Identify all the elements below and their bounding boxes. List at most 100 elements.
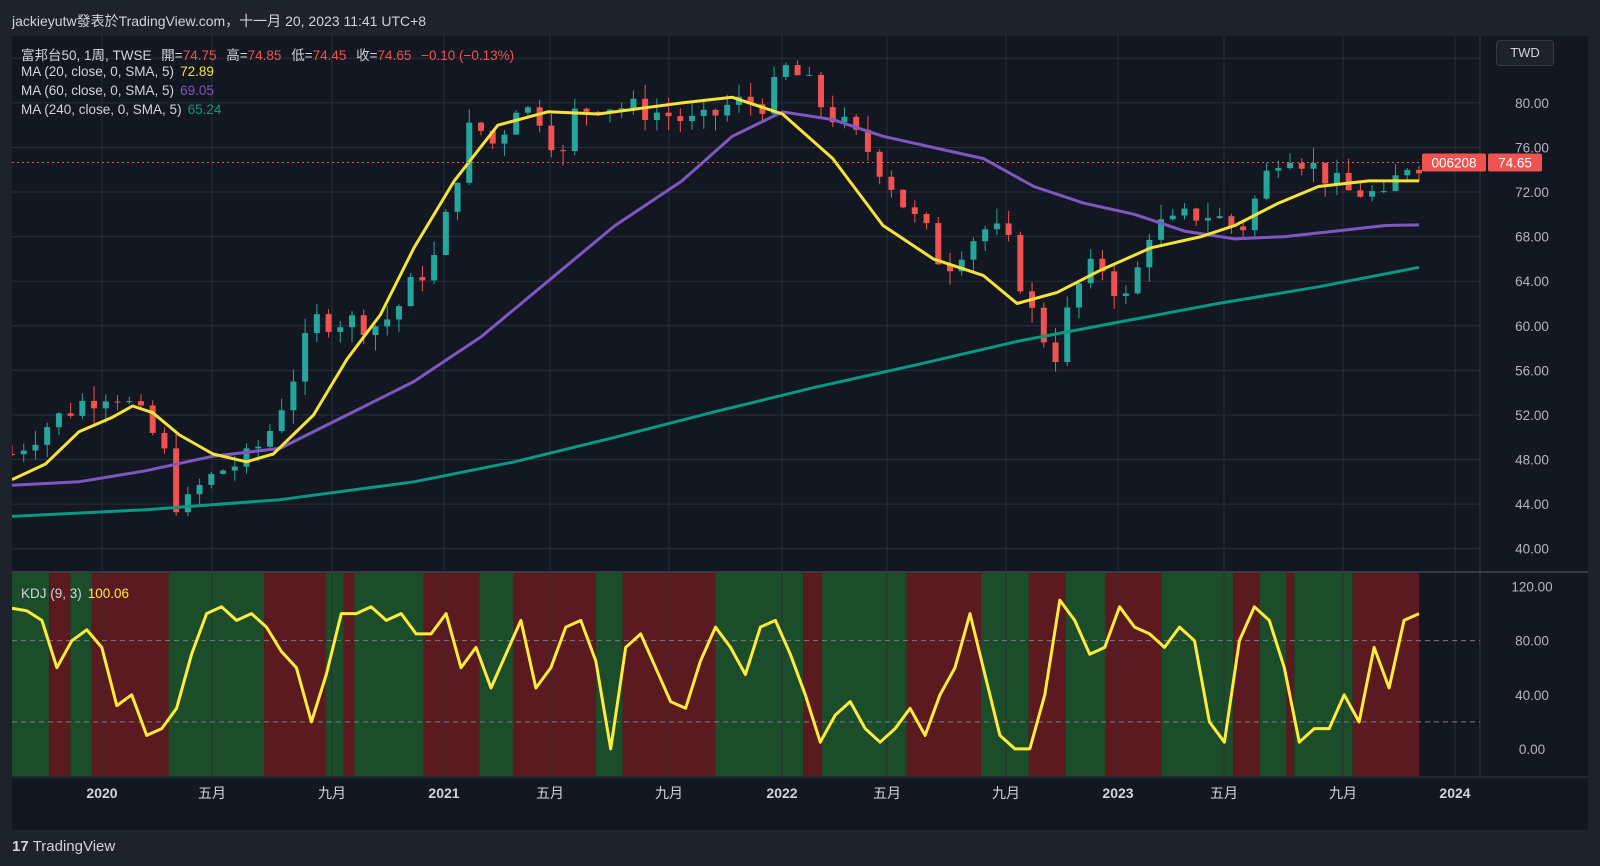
candle-body bbox=[1333, 172, 1340, 184]
candle-body bbox=[900, 189, 907, 208]
candle-body bbox=[55, 413, 62, 428]
kdj-axis-label: 120.00 bbox=[1511, 580, 1552, 595]
high-value: 74.85 bbox=[247, 48, 282, 63]
candle-body bbox=[993, 223, 1000, 230]
candle-body bbox=[700, 109, 707, 116]
kdj-zone bbox=[1233, 573, 1260, 776]
tradingview-logo-icon: 17 bbox=[12, 838, 29, 855]
candle-body bbox=[1111, 271, 1118, 297]
kdj-zone bbox=[821, 573, 907, 776]
candle-body bbox=[513, 112, 520, 135]
kdj-zone bbox=[49, 573, 71, 776]
candle-body bbox=[1310, 162, 1317, 169]
kdj-line bbox=[12, 598, 1420, 751]
candle-body bbox=[630, 98, 637, 109]
candle-body bbox=[747, 96, 754, 105]
candle-body bbox=[1287, 162, 1294, 169]
candle-body bbox=[1369, 191, 1376, 197]
candle-body bbox=[266, 431, 273, 447]
ma240-legend[interactable]: MA (240, close, 0, SMA, 5) 65.24 bbox=[21, 102, 227, 117]
ma240-line bbox=[12, 265, 1420, 518]
candle-body bbox=[1204, 218, 1211, 221]
candle-body bbox=[395, 306, 402, 320]
time-axis-label: 五月 bbox=[1210, 785, 1238, 801]
candle-body bbox=[794, 65, 801, 76]
candle-body bbox=[1263, 170, 1270, 199]
currency-button[interactable]: TWD bbox=[1496, 40, 1554, 66]
kdj-label: KDJ (9, 3) bbox=[21, 586, 82, 601]
candle-body bbox=[548, 125, 555, 151]
candle-body bbox=[1345, 172, 1352, 191]
candle-body bbox=[665, 112, 672, 117]
candle-body bbox=[32, 444, 39, 451]
candle-body bbox=[325, 314, 332, 332]
candle-body bbox=[1169, 215, 1176, 220]
open-value: 74.75 bbox=[182, 48, 217, 63]
price-axis-label: 64.00 bbox=[1515, 274, 1549, 289]
kdj-zone bbox=[1065, 573, 1106, 776]
candle-body bbox=[1134, 267, 1141, 294]
candle-body bbox=[712, 109, 719, 116]
price-axis-label: 68.00 bbox=[1515, 230, 1549, 245]
symbol-legend[interactable]: 富邦台50, 1周, TWSE 開=74.75 高=74.85 低=74.45 … bbox=[21, 44, 520, 64]
candle-body bbox=[501, 134, 508, 144]
ma20-legend[interactable]: MA (20, close, 0, SMA, 5) 72.89 bbox=[21, 64, 220, 79]
candle-body bbox=[689, 115, 696, 122]
candle-body bbox=[290, 381, 297, 411]
kdj-zone bbox=[980, 573, 1029, 776]
candle-body bbox=[255, 446, 262, 449]
candle-body bbox=[1380, 191, 1387, 193]
candle-body bbox=[12, 453, 15, 455]
chart-container[interactable]: 84.0080.0076.0072.0068.0064.0060.0056.00… bbox=[12, 36, 1588, 830]
price-axis-label: 80.00 bbox=[1515, 96, 1549, 111]
ma20-label: MA (20, close, 0, SMA, 5) bbox=[21, 64, 175, 79]
candle-body bbox=[536, 107, 543, 126]
chart-svg[interactable]: 84.0080.0076.0072.0068.0064.0060.0056.00… bbox=[12, 36, 1588, 830]
time-axis-label: 九月 bbox=[1329, 785, 1357, 801]
time-axis-label: 九月 bbox=[318, 785, 346, 801]
candle-body bbox=[947, 264, 953, 272]
kdj-zone bbox=[1105, 573, 1162, 776]
candle-body bbox=[278, 410, 285, 432]
candle-body bbox=[1357, 190, 1364, 197]
candle-body bbox=[149, 405, 156, 433]
kdj-zone bbox=[1161, 573, 1234, 776]
candle-body bbox=[231, 466, 238, 471]
time-axis-label: 2023 bbox=[1102, 785, 1133, 801]
candle-body bbox=[126, 401, 133, 403]
candle-body bbox=[677, 116, 684, 122]
price-axis-label: 52.00 bbox=[1515, 408, 1549, 423]
candle-body bbox=[970, 241, 977, 260]
price-axis-label: 40.00 bbox=[1515, 542, 1549, 557]
candle-body bbox=[1298, 162, 1305, 169]
candle-body bbox=[1228, 216, 1235, 227]
candle-body bbox=[91, 400, 98, 409]
ma240-label: MA (240, close, 0, SMA, 5) bbox=[21, 102, 182, 117]
kdj-zone bbox=[1286, 573, 1295, 776]
candle-body bbox=[337, 327, 344, 332]
candle-body bbox=[841, 116, 848, 123]
candle-body bbox=[642, 98, 649, 120]
candle-body bbox=[1052, 342, 1059, 363]
kdj-zone bbox=[1294, 573, 1353, 776]
candle-body bbox=[313, 314, 320, 334]
low-value: 74.45 bbox=[312, 48, 347, 63]
candle-body bbox=[419, 277, 426, 281]
price-axis-label: 48.00 bbox=[1515, 453, 1549, 468]
open-label: 開= bbox=[161, 48, 183, 63]
time-axis-label: 2020 bbox=[86, 785, 117, 801]
close-value: 74.65 bbox=[377, 48, 412, 63]
kdj-zone bbox=[343, 573, 355, 776]
kdj-axis-label: 0.00 bbox=[1519, 742, 1545, 757]
candle-body bbox=[79, 400, 86, 416]
time-axis-label: 五月 bbox=[536, 785, 564, 801]
kdj-zone bbox=[168, 573, 265, 776]
change-value: −0.10 (−0.13%) bbox=[421, 48, 515, 63]
kdj-zone bbox=[803, 573, 822, 776]
ma60-legend[interactable]: MA (60, close, 0, SMA, 5) 69.05 bbox=[21, 83, 220, 98]
candle-body bbox=[1099, 258, 1106, 272]
candle-body bbox=[724, 104, 731, 116]
kdj-legend[interactable]: KDJ (9, 3) 100.06 bbox=[21, 586, 135, 601]
candle-body bbox=[431, 254, 438, 281]
footer[interactable]: 17 TradingView bbox=[12, 838, 115, 855]
